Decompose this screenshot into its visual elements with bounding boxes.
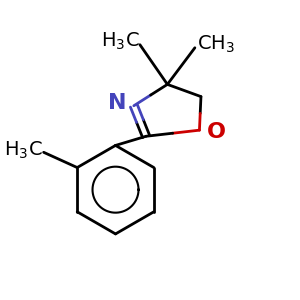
Text: N: N — [108, 93, 126, 113]
Text: O: O — [207, 122, 226, 142]
Text: $\mathregular{H_3C}$: $\mathregular{H_3C}$ — [101, 31, 140, 52]
Text: $\mathregular{H_3C}$: $\mathregular{H_3C}$ — [4, 140, 43, 161]
Text: $\mathregular{CH_3}$: $\mathregular{CH_3}$ — [196, 34, 235, 56]
